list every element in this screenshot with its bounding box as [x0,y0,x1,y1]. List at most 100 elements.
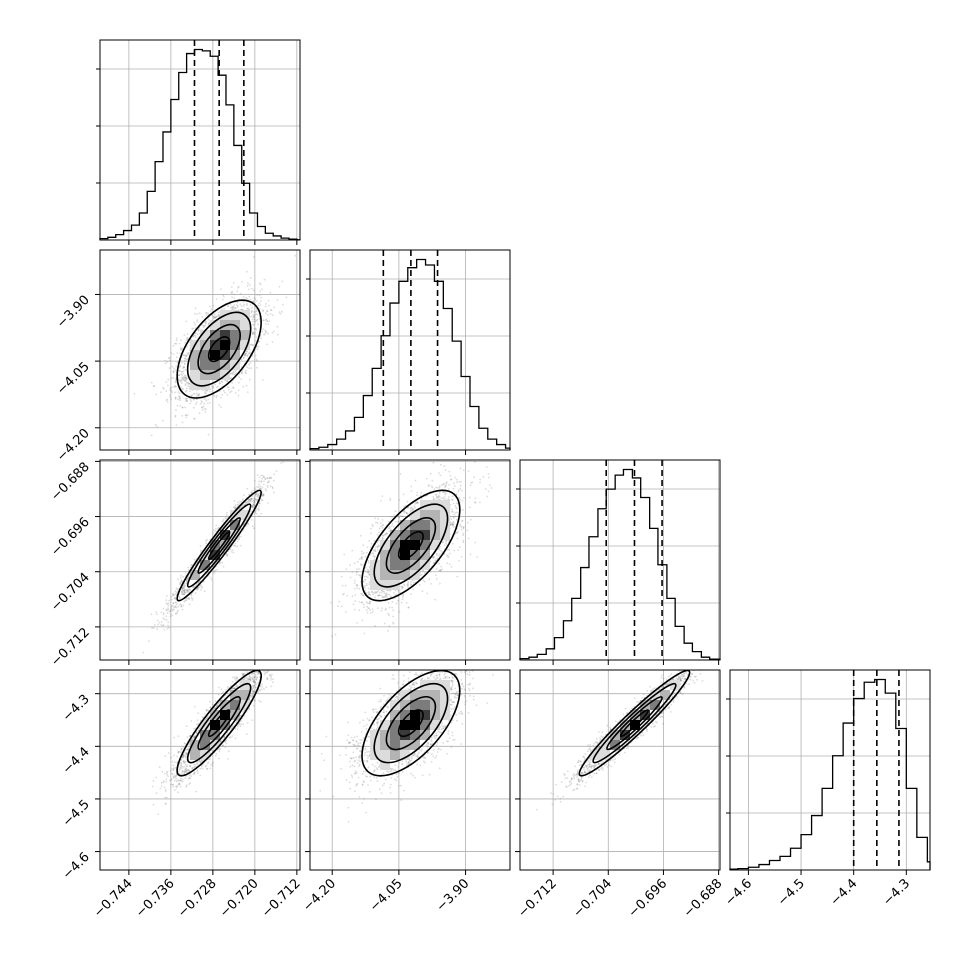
scatter-point [163,629,166,631]
scatter-point [452,677,454,679]
scatter-point [432,562,435,564]
scatter-point [166,770,169,773]
scatter-point [226,380,228,383]
scatter-point [193,735,196,738]
scatter-point [248,677,250,680]
scatter-point [447,556,450,559]
scatter-point [256,676,258,679]
scatter-point [394,778,396,781]
scatter-point [233,297,236,299]
scatter-point [263,688,265,690]
scatter-point [262,494,265,497]
scatter-point [444,676,447,679]
scatter-point [435,574,437,577]
scatter-point [462,469,465,471]
scatter-point [180,348,182,351]
scatter-point [252,680,254,683]
scatter-point [208,390,211,393]
scatter-point [641,697,644,699]
scatter-point [237,725,239,728]
scatter-point [170,779,173,781]
scatter-point [184,357,186,360]
scatter-point [218,702,220,704]
scatter-point [436,578,438,580]
scatter-point [187,381,190,384]
scatter-point [582,766,585,769]
scatter-point [444,486,446,489]
density-cell [380,570,390,580]
scatter-point [367,569,370,572]
scatter-point [459,484,462,487]
scatter-point [359,754,361,757]
scatter-point [584,765,587,768]
scatter-point [184,599,187,602]
contour-1-0-2 [186,311,252,387]
scatter-point [437,497,440,500]
scatter-point [175,786,178,789]
scatter-point [173,736,175,739]
scatter-point [171,773,174,775]
scatter-point [419,494,422,497]
scatter-point [650,726,653,728]
scatter-point [251,504,254,507]
scatter-point [188,770,191,772]
scatter-point [606,766,609,768]
scatter-point [435,674,438,677]
scatter-point [562,795,565,798]
density-cell [200,740,210,750]
x-tick-label-3-3: −4.3 [880,876,913,909]
scatter-point [246,671,249,673]
scatter-point [189,765,192,767]
scatter-point [593,765,596,768]
scatter-point [230,306,233,308]
scatter-point [450,522,453,525]
scatter-point [253,676,256,679]
scatter-point [433,488,436,491]
scatter-point [428,667,430,669]
scatter-point [235,666,237,668]
scatter-point [386,770,388,772]
scatter-point [175,385,178,388]
scatter-point [254,493,257,496]
scatter-point [250,315,253,318]
scatter-point [256,508,259,510]
scatter-point [338,600,341,603]
scatter-point [373,776,376,778]
scatter-point [242,305,245,307]
scatter-point [406,512,409,515]
scatter-point [254,495,256,497]
scatter-point [259,656,261,658]
scatter-point [685,668,687,670]
scatter-point [259,487,261,490]
scatter-point [412,754,415,756]
scatter-point [366,584,368,587]
scatter-point [226,554,229,556]
scatter-point [186,354,188,357]
scatter-point [160,781,163,784]
scatter-point [177,751,180,753]
scatter-point [273,661,275,663]
scatter-point [258,480,261,483]
scatter-point [439,498,441,501]
scatter-point [678,676,680,678]
scatter-point [174,414,177,417]
scatter-point [256,360,258,362]
scatter-point [446,676,449,678]
panel-content-2-1 [330,461,493,638]
scatter-point [174,593,177,595]
scatter-point [581,773,584,775]
scatter-point [485,466,488,468]
scatter-point [259,487,262,490]
scatter-point [420,749,422,752]
scatter-point [181,748,183,750]
scatter-point [348,760,351,763]
scatter-point [636,701,638,703]
scatter-point [353,587,356,590]
scatter-point [413,753,416,756]
scatter-point [391,606,394,609]
scatter-point [383,590,385,593]
scatter-point [472,687,474,690]
scatter-point [422,662,424,664]
scatter-point [631,707,633,710]
scatter-point [416,491,419,494]
